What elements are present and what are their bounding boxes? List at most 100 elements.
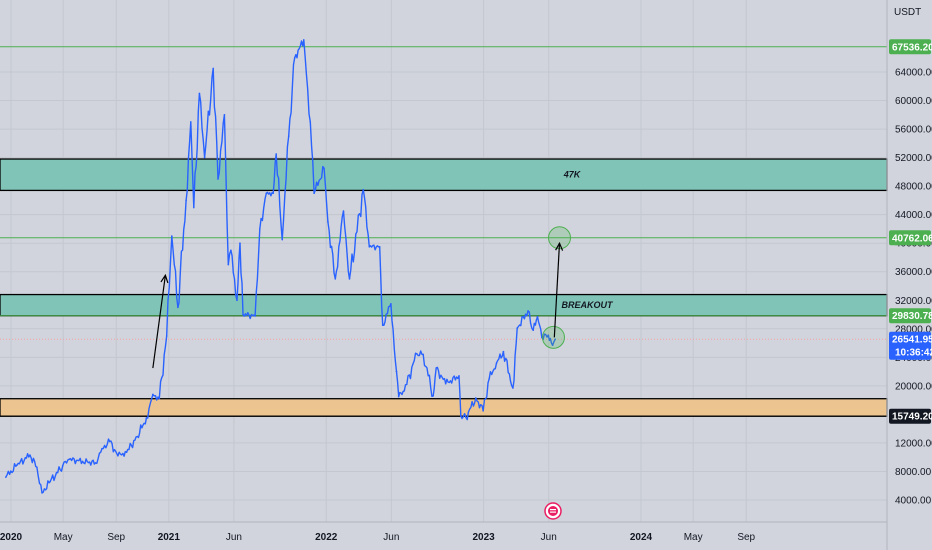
price-point — [554, 338, 556, 341]
time-tick-label: 2024 — [630, 532, 653, 543]
price-point — [239, 242, 241, 244]
price-point — [190, 121, 192, 123]
price-point — [165, 335, 168, 337]
price-point — [403, 390, 406, 392]
price-point — [381, 324, 384, 327]
price-point — [547, 334, 550, 337]
price-point — [193, 206, 195, 209]
price-point — [378, 245, 381, 248]
time-tick-label: 2021 — [158, 532, 181, 543]
price-point — [152, 393, 154, 396]
price-point — [101, 447, 103, 450]
annotations — [152, 226, 572, 369]
price-point — [223, 114, 226, 116]
price-tick-label: 8000.00 — [895, 467, 932, 478]
time-axis[interactable]: 2020 May Sep 2021 Jun 2022 Jun 2023 Jun 2024 May Se… — [0, 532, 756, 543]
price-point — [16, 464, 18, 466]
highlight-circle — [541, 325, 565, 349]
price-point — [177, 306, 179, 309]
price-point — [265, 192, 268, 195]
arrow-line — [152, 275, 166, 369]
price-point — [94, 462, 97, 464]
price-tick-label: 60000.00 — [895, 96, 932, 107]
zone-label: 47K — [563, 170, 582, 180]
price-tick-label: 4000.00 — [895, 496, 932, 507]
price-series — [5, 39, 556, 494]
price-badge-label: 15749.20 — [892, 412, 932, 423]
price-tick-label: 28000.00 — [895, 324, 932, 335]
price-tick-label: 52000.00 — [895, 153, 932, 164]
price-tick-label: 36000.00 — [895, 267, 932, 278]
time-tick-label: Sep — [107, 532, 125, 543]
price-point — [527, 310, 529, 312]
price-point — [395, 370, 398, 373]
price-point — [68, 458, 71, 461]
price-tick-label: 48000.00 — [895, 182, 932, 193]
price-point — [435, 367, 437, 369]
price-point — [368, 245, 371, 248]
price-point — [29, 454, 31, 456]
price-point — [275, 153, 277, 155]
price-badge — [889, 39, 931, 55]
price-point — [512, 387, 514, 389]
price-point — [203, 156, 206, 159]
price-point — [272, 192, 274, 195]
time-tick-label: 2022 — [315, 532, 338, 543]
price-point — [49, 480, 52, 483]
currency-label: USDT — [894, 7, 921, 18]
price-point — [108, 440, 111, 443]
price-point — [185, 199, 187, 202]
price-badge — [889, 230, 931, 246]
price-point — [281, 238, 284, 241]
price-point — [348, 278, 351, 280]
time-tick-label: Jun — [541, 532, 557, 543]
price-point — [390, 303, 392, 305]
events-icon[interactable] — [544, 502, 562, 520]
time-tick-label: Jun — [383, 532, 399, 543]
time-tick-label: 2023 — [472, 532, 495, 543]
price-badges: 67536.20 40762.06 29830.78 15749.20 26541.95… — [889, 39, 932, 424]
price-point — [302, 39, 305, 41]
price-tick-label: 64000.00 — [895, 68, 932, 79]
price-point — [415, 352, 418, 355]
price-point — [323, 167, 325, 170]
price-point — [212, 67, 215, 70]
price-point — [459, 415, 462, 417]
zone-rect — [0, 293, 888, 317]
price-badge — [889, 308, 931, 324]
arrow-head — [160, 273, 169, 284]
price-point — [254, 315, 256, 317]
price-badge-label: 29830.78 — [892, 311, 932, 322]
price-badge-label: 67536.20 — [892, 42, 932, 53]
zone-label: BREAKOUT — [562, 300, 615, 310]
price-point — [136, 435, 139, 438]
price-point — [444, 382, 447, 385]
price-badge — [889, 408, 931, 424]
price-point — [61, 464, 64, 467]
arrow-line — [553, 243, 561, 338]
price-point — [502, 350, 505, 353]
price-point — [532, 329, 534, 332]
price-point — [465, 416, 467, 419]
price-point — [488, 377, 491, 380]
price-point — [551, 344, 554, 347]
price-point — [516, 327, 519, 329]
price-point — [458, 375, 460, 377]
arrow-head — [555, 241, 564, 251]
price-point — [236, 299, 238, 302]
time-tick-label: Jun — [226, 532, 242, 543]
price-point — [158, 397, 161, 400]
price-point — [117, 454, 119, 457]
price-point — [287, 135, 290, 137]
price-point — [5, 476, 7, 478]
price-point — [397, 395, 400, 398]
time-tick-label: May — [54, 532, 73, 543]
price-point — [482, 410, 484, 412]
price-point — [171, 235, 173, 237]
countdown-label: 10:36:42 — [895, 348, 932, 359]
price-point — [259, 228, 261, 230]
price-point — [309, 121, 312, 123]
current-price-label: 26541.95 — [892, 335, 932, 346]
price-point — [422, 353, 425, 356]
